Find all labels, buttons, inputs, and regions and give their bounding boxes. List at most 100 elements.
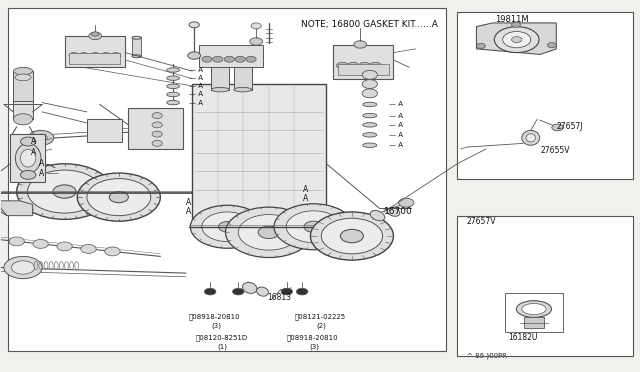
Bar <box>505 294 563 333</box>
Ellipse shape <box>522 131 540 145</box>
Text: 27657J: 27657J <box>556 122 583 131</box>
Circle shape <box>304 221 323 232</box>
Circle shape <box>281 288 292 295</box>
Text: 27655V: 27655V <box>540 146 570 155</box>
Circle shape <box>225 207 312 257</box>
Ellipse shape <box>370 211 385 221</box>
Text: — A: — A <box>389 142 403 148</box>
Circle shape <box>20 137 36 146</box>
Ellipse shape <box>363 113 377 118</box>
Bar <box>10 134 45 182</box>
Circle shape <box>238 215 300 250</box>
Circle shape <box>81 244 96 253</box>
Bar <box>211 62 229 90</box>
Bar <box>65 36 125 67</box>
Ellipse shape <box>10 138 36 145</box>
Ellipse shape <box>15 74 31 81</box>
Circle shape <box>251 23 261 29</box>
Ellipse shape <box>167 92 179 97</box>
Circle shape <box>190 205 264 248</box>
Ellipse shape <box>257 287 268 296</box>
Circle shape <box>35 134 47 141</box>
Bar <box>69 52 120 64</box>
Circle shape <box>92 32 99 36</box>
Circle shape <box>250 38 262 45</box>
Circle shape <box>511 22 520 28</box>
Circle shape <box>340 230 364 243</box>
Text: Ⓗ08918-20810: Ⓗ08918-20810 <box>189 313 241 320</box>
Ellipse shape <box>167 68 179 72</box>
Text: — A: — A <box>189 67 203 73</box>
Ellipse shape <box>211 87 229 92</box>
Ellipse shape <box>132 36 141 39</box>
Ellipse shape <box>387 208 400 216</box>
Text: — A: — A <box>389 102 403 108</box>
Circle shape <box>476 43 485 48</box>
Circle shape <box>87 179 151 216</box>
Bar <box>458 12 633 179</box>
Text: 16182U: 16182U <box>508 333 538 342</box>
Ellipse shape <box>15 143 41 173</box>
Text: — A: — A <box>389 122 403 128</box>
Circle shape <box>218 222 236 232</box>
Text: A: A <box>303 195 308 203</box>
Ellipse shape <box>522 304 546 315</box>
Ellipse shape <box>363 143 377 147</box>
Bar <box>132 38 141 56</box>
Text: A: A <box>31 148 36 157</box>
Text: 27657V: 27657V <box>467 217 497 226</box>
Text: A: A <box>39 159 44 168</box>
Ellipse shape <box>132 55 141 58</box>
Text: — A: — A <box>389 132 403 138</box>
Text: A: A <box>303 185 308 194</box>
Circle shape <box>79 52 89 58</box>
Circle shape <box>359 62 371 69</box>
Circle shape <box>20 170 36 179</box>
Circle shape <box>4 256 42 279</box>
Ellipse shape <box>167 100 179 105</box>
Circle shape <box>362 80 378 89</box>
Circle shape <box>552 124 563 131</box>
Bar <box>8 8 446 351</box>
Circle shape <box>204 288 216 295</box>
Circle shape <box>53 185 76 198</box>
Text: NOTE; 16800 GASKET KIT......A: NOTE; 16800 GASKET KIT......A <box>301 20 438 29</box>
Bar <box>13 71 33 101</box>
Ellipse shape <box>211 60 229 64</box>
Ellipse shape <box>234 60 252 64</box>
Bar <box>333 45 394 78</box>
Text: — A: — A <box>189 83 203 89</box>
Circle shape <box>232 288 244 295</box>
Circle shape <box>286 211 341 243</box>
Circle shape <box>188 52 200 59</box>
Text: (2): (2) <box>317 323 326 329</box>
Circle shape <box>17 164 113 219</box>
Circle shape <box>12 261 35 274</box>
Circle shape <box>274 204 353 250</box>
Text: Ⓐ08121-02225: Ⓐ08121-02225 <box>294 313 346 320</box>
Text: A: A <box>39 169 44 177</box>
Circle shape <box>212 56 223 62</box>
Text: — A: — A <box>389 113 403 119</box>
Ellipse shape <box>167 84 179 89</box>
Text: — A: — A <box>189 75 203 81</box>
Ellipse shape <box>526 134 536 142</box>
Ellipse shape <box>98 129 112 139</box>
Text: — A: — A <box>189 92 203 97</box>
Circle shape <box>28 170 102 213</box>
Circle shape <box>9 237 24 246</box>
Circle shape <box>321 218 383 254</box>
Circle shape <box>337 62 348 69</box>
Text: 16813: 16813 <box>268 294 292 302</box>
Circle shape <box>258 226 280 238</box>
Circle shape <box>77 173 161 221</box>
Circle shape <box>90 52 100 58</box>
Text: Ⓑ08120-8251D: Ⓑ08120-8251D <box>195 334 248 340</box>
Circle shape <box>348 62 359 69</box>
Bar <box>458 216 633 356</box>
Polygon shape <box>1 201 33 216</box>
Circle shape <box>370 62 381 69</box>
Circle shape <box>152 140 163 146</box>
Circle shape <box>28 131 54 145</box>
Circle shape <box>105 247 120 256</box>
